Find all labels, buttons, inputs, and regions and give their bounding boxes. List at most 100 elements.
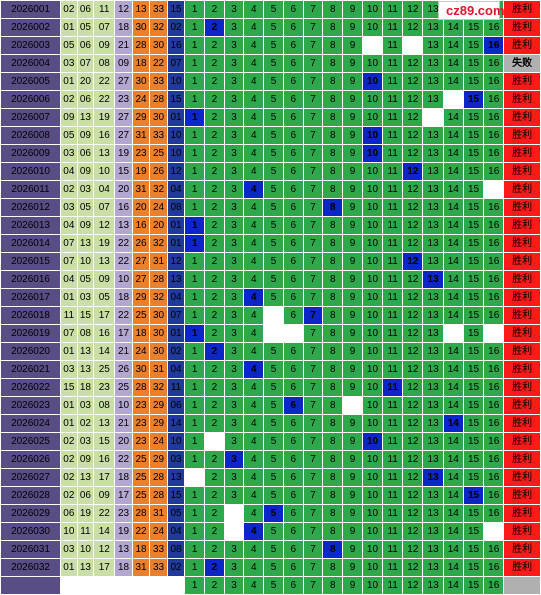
board-cell: 10	[361, 54, 384, 73]
board-cell: 13	[422, 558, 444, 577]
red-ball-cell: 16	[93, 450, 116, 469]
board-cell: 5	[263, 162, 284, 181]
board-cell: 7	[302, 18, 324, 37]
board-cell: 12	[402, 144, 424, 163]
red-ball-cell: 20	[114, 432, 133, 451]
period-cell: 2026006	[0, 90, 62, 109]
board-cell: 1	[184, 378, 205, 397]
board-cell: 3	[223, 558, 245, 577]
red-ball-cell: 09	[93, 36, 116, 55]
board-cell: 1	[184, 540, 205, 559]
board-cell: 15	[462, 396, 485, 415]
board-cell: 2	[203, 162, 225, 181]
board-cell: 8	[322, 18, 344, 37]
board-cell: 5	[263, 180, 284, 199]
board-cell: 9	[342, 72, 363, 91]
board-cell: 13	[422, 324, 444, 343]
board-cell: 16	[483, 360, 505, 379]
board-cell: 2	[203, 234, 225, 253]
board-cell: 13	[422, 126, 444, 145]
board-cell: 16	[483, 504, 505, 523]
red-ball-cell: 09	[76, 162, 95, 181]
board-cell: 10	[361, 576, 384, 595]
red-ball-cell: 17	[93, 306, 116, 325]
board-cell: 15	[462, 54, 485, 73]
red-ball-cell: 18	[114, 18, 133, 37]
red-ball-cell: 26	[149, 162, 168, 181]
board-cell: 12	[402, 108, 424, 127]
board-cell: 10	[361, 0, 384, 19]
board-cell: 8	[322, 432, 344, 451]
site-logo[interactable]: cz89.com	[438, 1, 505, 20]
board-hit-cell: 6	[282, 396, 304, 415]
red-ball-cell: 24	[131, 342, 151, 361]
board-cell: 13	[422, 90, 444, 109]
red-ball-cell: 04	[60, 216, 78, 235]
board-cell: 2	[203, 576, 225, 595]
board-cell: 5	[263, 360, 284, 379]
draw-row: 2026015 07 10 13 22 27 31 12 1 2 3 4 5 6 7 8 9 10 11 12 13 14…	[0, 252, 541, 271]
red-ball-cell: 14	[93, 522, 116, 541]
red-ball-cell: 03	[76, 396, 95, 415]
red-ball-cell: 02	[60, 468, 78, 487]
board-cell: 10	[361, 414, 384, 433]
board-cell: 8	[322, 252, 344, 271]
red-ball-cell: 28	[131, 36, 151, 55]
board-cell: 13	[422, 216, 444, 235]
board-cell: 3	[223, 414, 245, 433]
board-cell: 7	[302, 0, 324, 19]
draw-row: 2026020 01 13 14 21 24 30 02 1 2 3 4 5 6 7 8 9 10 11 12 13 14…	[0, 342, 541, 361]
board-cell: 10	[361, 108, 384, 127]
period-cell: 2026029	[0, 504, 62, 523]
board-cell: 16	[483, 144, 505, 163]
board-cell: 8	[322, 90, 344, 109]
board-hit-cell: 1	[184, 108, 205, 127]
board-cell: 6	[282, 198, 304, 217]
board-cell: 13	[422, 486, 444, 505]
empty-cell	[131, 576, 151, 595]
board-cell: 16	[483, 270, 505, 289]
board-cell: 8	[322, 468, 344, 487]
red-ball-cell: 31	[131, 180, 151, 199]
red-ball-cell: 23	[114, 504, 133, 523]
board-cell: 8	[322, 162, 344, 181]
red-ball-cell: 09	[76, 216, 95, 235]
board-cell: 7	[302, 360, 324, 379]
board-cell: 1	[184, 72, 205, 91]
red-ball-cell: 13	[76, 108, 95, 127]
board-cell: 3	[223, 126, 245, 145]
red-ball-cell: 25	[114, 378, 133, 397]
board-blank-cell	[263, 306, 284, 325]
period-cell: 2026005	[0, 72, 62, 91]
board-cell: 11	[382, 396, 404, 415]
red-ball-cell: 21	[114, 342, 133, 361]
board-cell: 8	[322, 576, 344, 595]
board-cell: 10	[361, 162, 384, 181]
board-cell: 1	[184, 126, 205, 145]
board-cell: 12	[402, 450, 424, 469]
board-cell: 9	[342, 306, 363, 325]
board-cell: 10	[361, 360, 384, 379]
board-cell: 1	[184, 0, 205, 19]
board-cell: 12	[402, 288, 424, 307]
result-cell: 胜利	[503, 162, 541, 181]
board-hit-cell: 4	[243, 522, 265, 541]
board-cell: 16	[483, 54, 505, 73]
board-hit-cell: 13	[422, 270, 444, 289]
red-ball-cell: 23	[114, 90, 133, 109]
red-ball-cell: 28	[149, 270, 168, 289]
board-cell: 6	[282, 414, 304, 433]
board-cell: 2	[203, 360, 225, 379]
board-cell: 6	[282, 486, 304, 505]
red-ball-cell: 30	[131, 72, 151, 91]
board-hit-cell: 12	[402, 162, 424, 181]
board-cell: 13	[422, 540, 444, 559]
board-cell: 4	[243, 72, 265, 91]
red-ball-cell: 30	[149, 324, 168, 343]
board-blank-cell	[223, 522, 245, 541]
board-blank-cell	[483, 324, 505, 343]
red-ball-cell: 11	[60, 306, 78, 325]
board-cell: 6	[282, 576, 304, 595]
board-hit-cell: 2	[203, 558, 225, 577]
board-cell: 9	[342, 180, 363, 199]
